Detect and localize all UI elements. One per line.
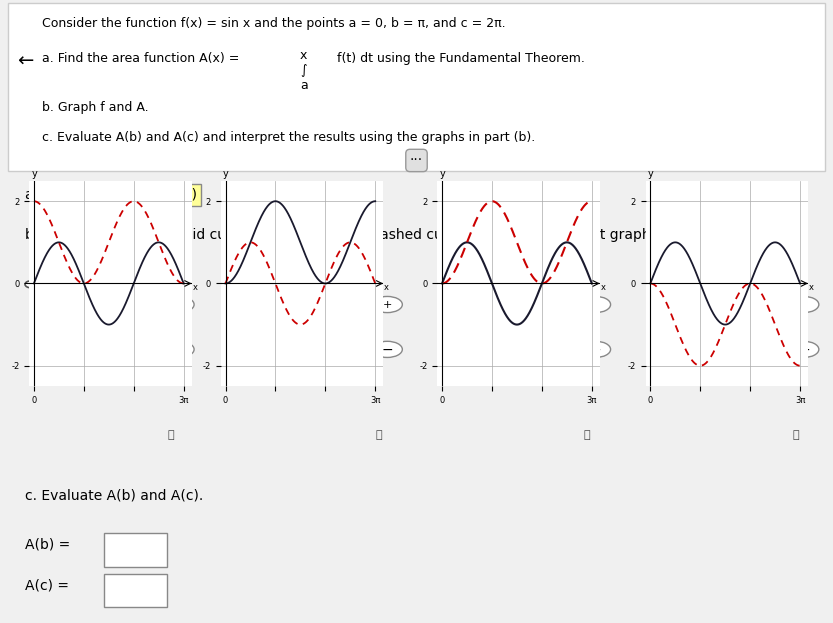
Circle shape [372, 341, 402, 358]
Text: y: y [648, 169, 654, 179]
FancyBboxPatch shape [104, 574, 167, 607]
Text: c. Evaluate A(b) and A(c) and interpret the results using the graphs in part (b): c. Evaluate A(b) and A(c) and interpret … [42, 131, 535, 144]
Circle shape [164, 297, 194, 313]
Text: A(b) =: A(b) = [25, 538, 75, 552]
FancyBboxPatch shape [8, 4, 825, 171]
Text: ⧉: ⧉ [376, 430, 382, 440]
Text: C.: C. [460, 276, 474, 290]
Text: ···: ··· [410, 153, 423, 168]
Circle shape [789, 341, 819, 358]
Text: y: y [440, 169, 446, 179]
Text: B.: B. [252, 276, 266, 290]
Circle shape [164, 341, 194, 358]
Text: a. A(x) =: a. A(x) = [25, 188, 92, 202]
Text: ⧉: ⧉ [167, 430, 174, 440]
Circle shape [650, 281, 663, 288]
Text: D.: D. [668, 276, 683, 290]
Text: x: x [384, 283, 389, 292]
Text: ⧉: ⧉ [792, 430, 799, 440]
Text: −: − [798, 343, 810, 356]
Text: c. Evaluate A(b) and A(c).: c. Evaluate A(b) and A(c). [25, 488, 203, 502]
Text: 1 − cos (x): 1 − cos (x) [121, 188, 197, 202]
Circle shape [441, 281, 455, 288]
Text: ⧉: ⧉ [584, 430, 591, 440]
Text: A.: A. [43, 276, 57, 290]
Text: −: − [382, 343, 393, 356]
Circle shape [581, 297, 611, 313]
Text: b. Graph f and A.: b. Graph f and A. [42, 101, 148, 114]
Text: ←: ← [17, 52, 33, 70]
Text: f(t) dt using the Fundamental Theorem.: f(t) dt using the Fundamental Theorem. [333, 52, 585, 65]
Text: x: x [809, 283, 814, 292]
Text: A(c) =: A(c) = [25, 578, 73, 592]
Text: b. Graph f(x) using a solid curve and A(x) using a dashed curve. Choose the corr: b. Graph f(x) using a solid curve and A(… [25, 228, 655, 242]
Text: y: y [32, 169, 37, 179]
Text: y: y [223, 169, 229, 179]
Text: +: + [799, 300, 809, 310]
Circle shape [25, 281, 38, 288]
Circle shape [581, 341, 611, 358]
Text: +: + [591, 300, 601, 310]
Circle shape [233, 281, 247, 288]
Circle shape [372, 297, 402, 313]
Circle shape [789, 297, 819, 313]
Text: +: + [382, 300, 392, 310]
Text: +: + [174, 300, 184, 310]
Text: −: − [173, 343, 185, 356]
Text: x
∫
a: x ∫ a [300, 49, 307, 92]
Text: Consider the function f(x) = sin x and the points a = 0, b = π, and c = 2π.: Consider the function f(x) = sin x and t… [42, 17, 506, 31]
Text: x: x [601, 283, 606, 292]
Text: a. Find the area function A(x) =: a. Find the area function A(x) = [42, 52, 243, 65]
FancyBboxPatch shape [104, 533, 167, 567]
Text: x: x [192, 283, 197, 292]
Text: −: − [590, 343, 601, 356]
